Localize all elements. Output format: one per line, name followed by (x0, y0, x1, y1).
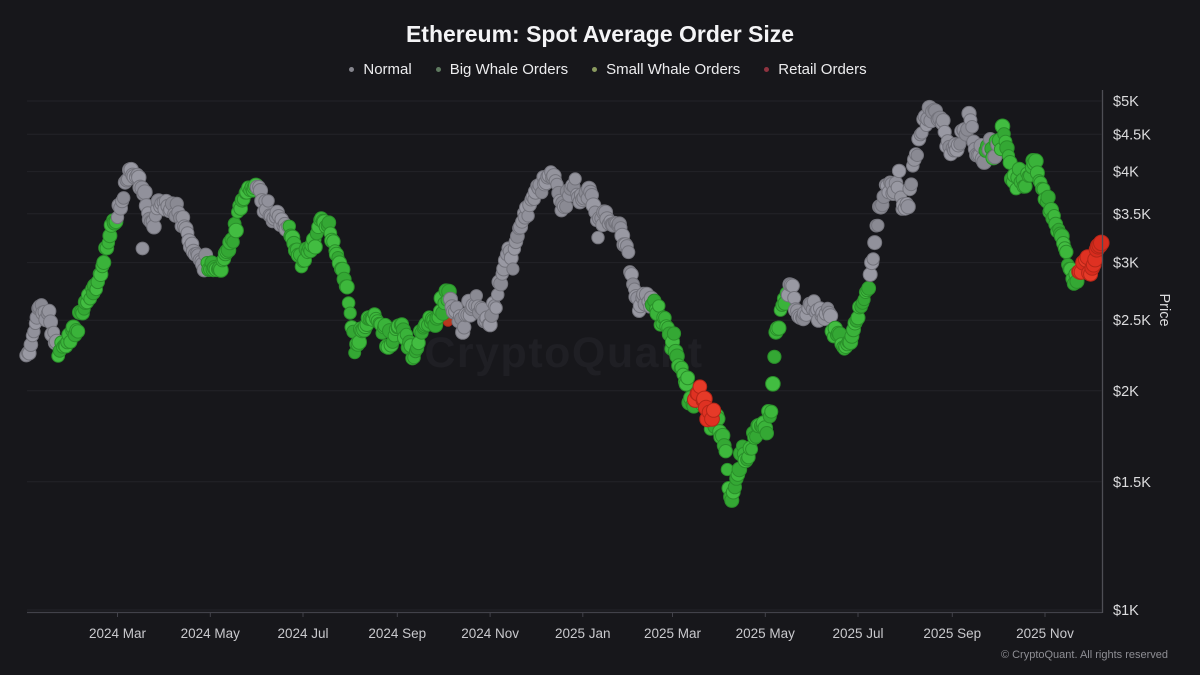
svg-text:$2.5K: $2.5K (1113, 313, 1151, 329)
svg-text:Price: Price (1156, 293, 1172, 326)
svg-text:$3.5K: $3.5K (1113, 207, 1151, 223)
svg-text:2025 Sep: 2025 Sep (923, 626, 981, 641)
svg-text:2025 Jul: 2025 Jul (832, 626, 883, 641)
svg-text:2024 Sep: 2024 Sep (368, 626, 426, 641)
svg-text:CryptoQuant: CryptoQuant (424, 329, 703, 377)
svg-text:$4.5K: $4.5K (1113, 127, 1151, 143)
svg-text:2025 Mar: 2025 Mar (644, 626, 702, 641)
svg-text:$1K: $1K (1113, 603, 1139, 619)
svg-text:2024 Jul: 2024 Jul (277, 626, 328, 641)
svg-text:2024 May: 2024 May (181, 626, 241, 641)
svg-text:$1.5K: $1.5K (1113, 475, 1151, 491)
svg-text:$5K: $5K (1113, 94, 1139, 110)
svg-text:$3K: $3K (1113, 256, 1139, 272)
svg-text:2024 Nov: 2024 Nov (461, 626, 519, 641)
svg-text:2024 Mar: 2024 Mar (89, 626, 147, 641)
svg-text:2025 Nov: 2025 Nov (1016, 626, 1074, 641)
svg-text:2025 Jan: 2025 Jan (555, 626, 611, 641)
svg-text:$2K: $2K (1113, 384, 1139, 400)
svg-text:$4K: $4K (1113, 165, 1139, 181)
svg-text:2025 May: 2025 May (736, 626, 796, 641)
